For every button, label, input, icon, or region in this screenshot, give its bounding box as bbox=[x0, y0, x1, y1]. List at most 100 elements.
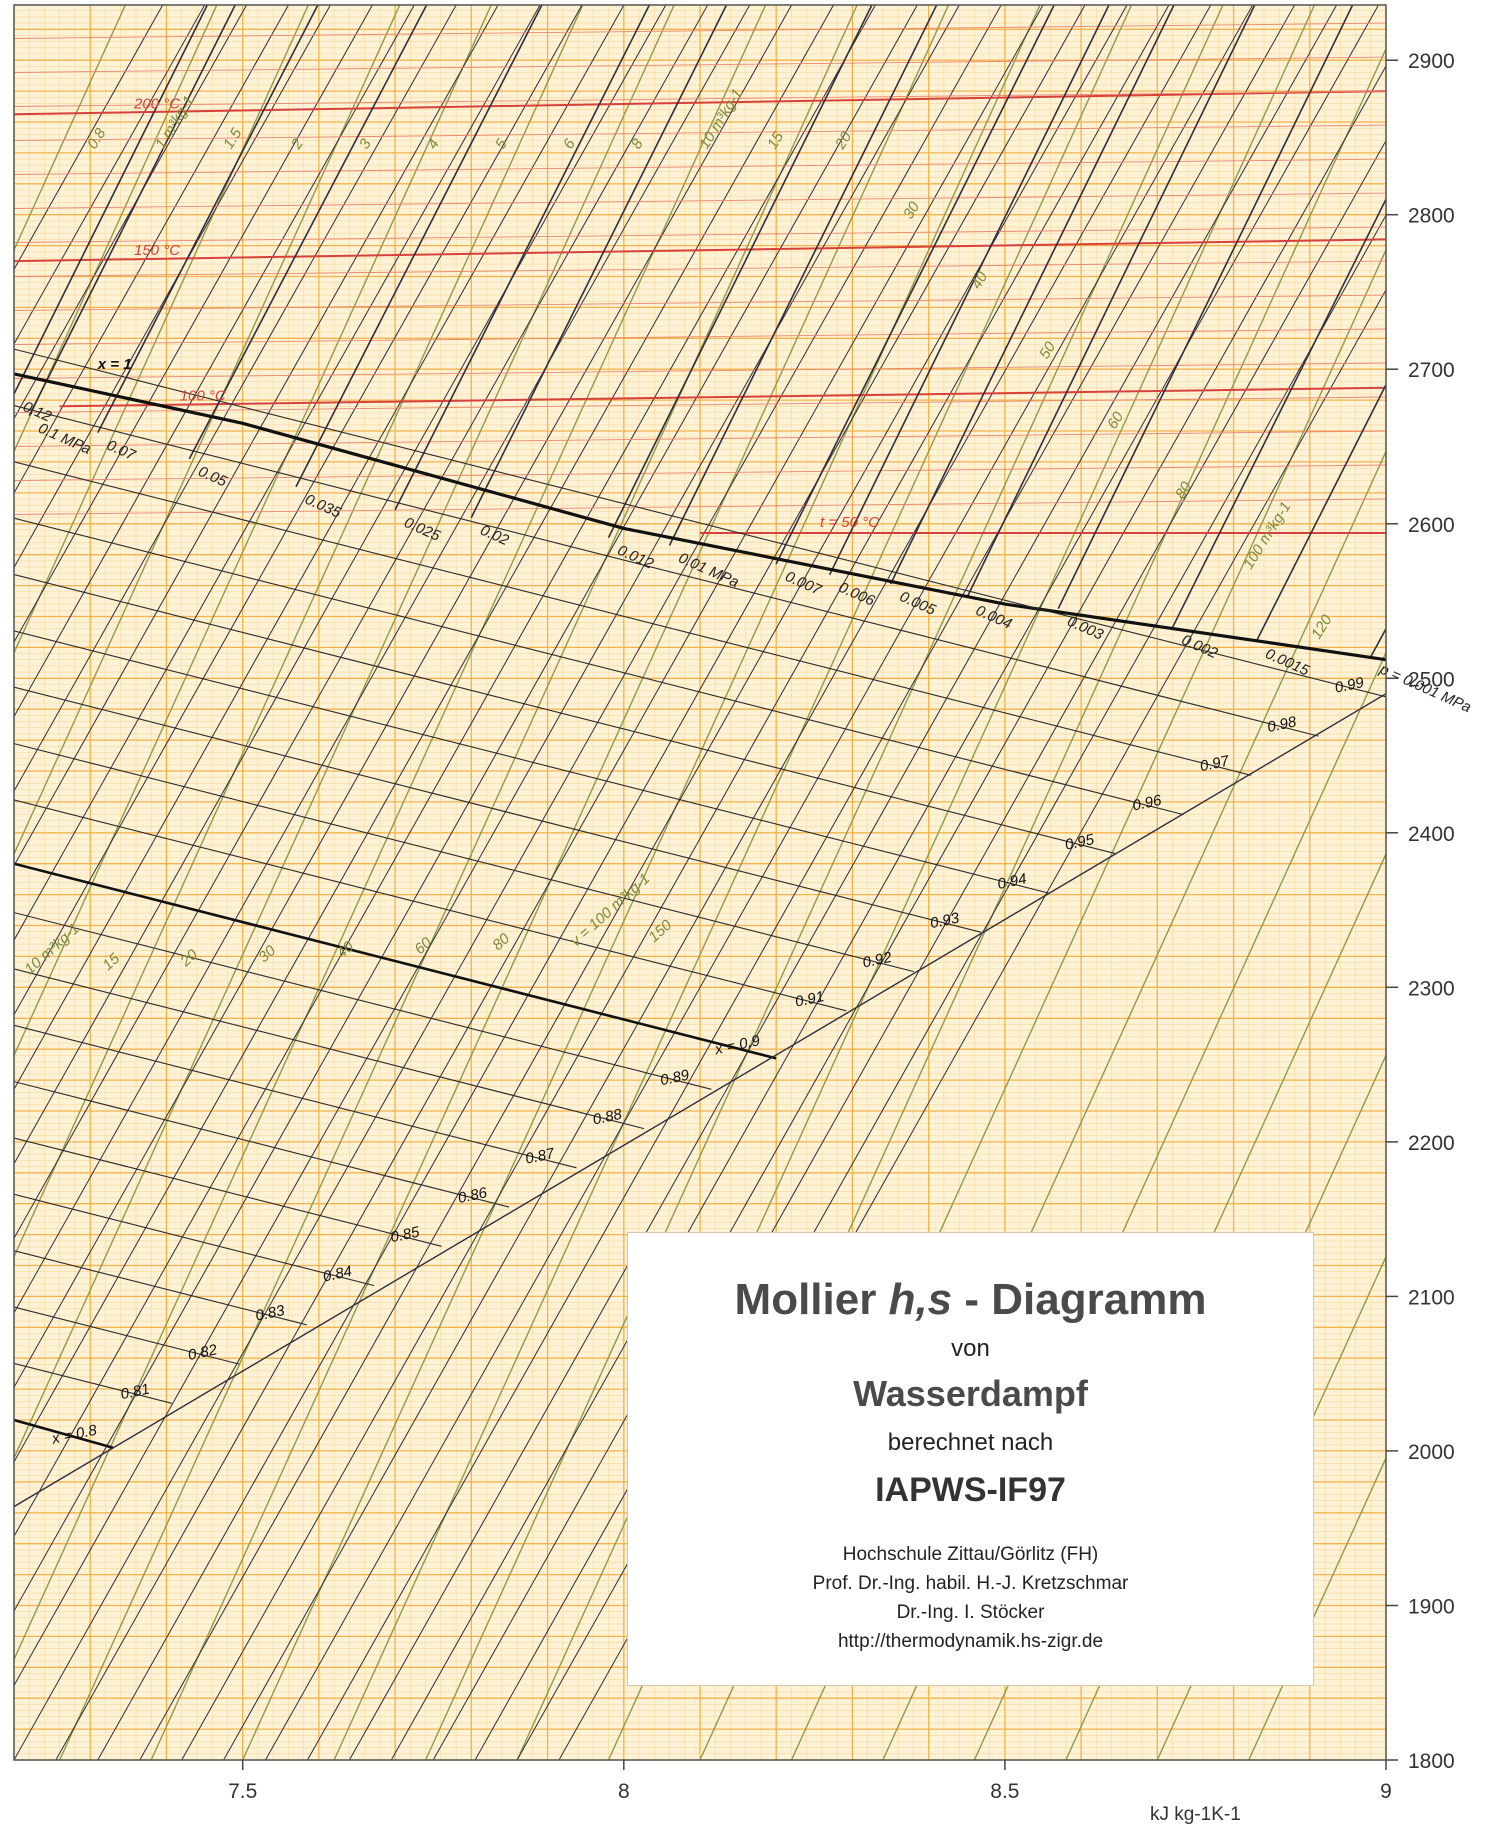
isotherm-thin-line bbox=[14, 192, 1386, 209]
diagram-title: Mollier h,s - Diagramm bbox=[628, 1275, 1313, 1325]
quality-lines bbox=[14, 348, 1386, 1508]
quality-label: 0.96 bbox=[1131, 792, 1164, 815]
isobar-line bbox=[1370, 628, 1386, 658]
isobar-wet-line bbox=[14, 5, 457, 793]
saturation-label: x = 1 bbox=[97, 356, 132, 373]
isobar-wet-line bbox=[181, 5, 1170, 1760]
quality-line bbox=[14, 517, 1184, 816]
isobar-lines bbox=[14, 5, 1386, 658]
y-tick-label: 2000 bbox=[1408, 1441, 1455, 1464]
isobar-wet-line bbox=[14, 5, 876, 1538]
isobar-line bbox=[1255, 384, 1386, 642]
isobar-line bbox=[775, 5, 1056, 565]
quality-line bbox=[14, 348, 1386, 698]
isobar-line bbox=[97, 5, 319, 433]
isobar-wet-line bbox=[14, 5, 709, 1240]
quality-label: 0.99 bbox=[1333, 674, 1366, 697]
credits: Hochschule Zittau/Görlitz (FH) Prof. Dr.… bbox=[628, 1540, 1313, 1656]
isobar-line bbox=[394, 5, 651, 511]
isotherm-label: 200 °C bbox=[133, 95, 180, 112]
y-tick-label: 2500 bbox=[1408, 668, 1455, 691]
isobar-wet-line bbox=[14, 5, 331, 569]
plot-frame bbox=[13, 4, 1387, 1761]
isobar-line bbox=[607, 5, 873, 539]
isotherm-thin-line bbox=[14, 158, 1386, 175]
title-calculated-by: berechnet nach bbox=[887, 1429, 1054, 1456]
quality-line bbox=[14, 968, 645, 1130]
isobar-wet-line bbox=[432, 65, 1386, 1760]
quality-label: 0.85 bbox=[389, 1223, 422, 1246]
isobar-line bbox=[470, 5, 728, 518]
quality-line-bold bbox=[14, 1418, 114, 1450]
isobar-wet-line bbox=[14, 5, 206, 346]
isotherm-thin-line bbox=[14, 90, 1386, 107]
isochore-line bbox=[14, 5, 675, 1460]
isochore-line bbox=[14, 5, 401, 856]
x-tick-label: 8.5 bbox=[990, 1780, 1019, 1803]
isochore-line bbox=[14, 5, 310, 655]
isobar-wet-line bbox=[14, 5, 373, 644]
isobar-line bbox=[28, 5, 237, 416]
isotherm-lines bbox=[14, 0, 1386, 534]
isotherm-thin-line bbox=[14, 294, 1386, 311]
isobar-wet-line bbox=[307, 5, 1296, 1760]
credit-author-2: Dr.-Ing. I. Stöcker bbox=[896, 1602, 1045, 1623]
isotherm-thin-line bbox=[14, 56, 1386, 73]
quality-label: 0.92 bbox=[861, 949, 894, 972]
isotherm-thin-line bbox=[14, 362, 1386, 379]
isobar-wet-line bbox=[97, 5, 1086, 1760]
y-tick-label: 2700 bbox=[1408, 359, 1455, 382]
x-axis-unit-label: kJ kg-1K-1 bbox=[1150, 1804, 1241, 1825]
quality-line bbox=[14, 573, 1117, 855]
credit-institution: Hochschule Zittau/Görlitz (FH) bbox=[842, 1544, 1099, 1565]
quality-line bbox=[14, 1081, 510, 1208]
isochore-line bbox=[333, 5, 1133, 1760]
quality-line bbox=[14, 686, 982, 933]
isotherm-thin-line bbox=[14, 124, 1386, 141]
isobar-wet-line bbox=[14, 5, 499, 867]
quality-label: 0.89 bbox=[659, 1066, 692, 1089]
isotherm-label: 100 °C bbox=[180, 387, 226, 404]
isobar-wet-line bbox=[14, 5, 583, 1016]
x-tick-label: 8 bbox=[618, 1780, 630, 1803]
y-tick-label: 2300 bbox=[1408, 977, 1455, 1000]
isochore-line bbox=[14, 5, 218, 454]
quality-line bbox=[14, 1306, 240, 1365]
isobar-line bbox=[966, 5, 1256, 599]
quality-line bbox=[14, 1137, 442, 1247]
quality-line bbox=[14, 404, 1319, 737]
isotherm-line bbox=[14, 90, 1386, 116]
isochore-line bbox=[1248, 1456, 1386, 1760]
isotherm-line bbox=[14, 238, 1386, 263]
isobar-wet-line bbox=[139, 5, 1128, 1760]
title-part-2: h,s bbox=[888, 1275, 953, 1324]
isobar-line bbox=[295, 5, 543, 488]
title-standard: IAPWS-IF97 bbox=[875, 1471, 1066, 1509]
quality-line bbox=[14, 1024, 577, 1169]
isotherm-thin-line bbox=[14, 226, 1386, 243]
x-tick-label: 9 bbox=[1380, 1780, 1392, 1803]
isotherm-thin-line bbox=[14, 328, 1386, 345]
y-tick-label: 1800 bbox=[1408, 1750, 1455, 1773]
quality-line bbox=[14, 630, 1049, 894]
isotherm-thin-line bbox=[14, 22, 1386, 39]
isobar-line bbox=[889, 5, 1175, 585]
y-tick-label: 2400 bbox=[1408, 823, 1455, 846]
isobar-wet-line bbox=[390, 5, 1380, 1760]
quality-line bbox=[14, 1250, 307, 1326]
isobar-wet-line bbox=[14, 5, 290, 494]
isobar-wet-line bbox=[14, 5, 835, 1463]
isobar-line bbox=[668, 5, 938, 546]
isochore-line bbox=[242, 5, 1041, 1760]
isotherm-label: t = 50 °C bbox=[820, 514, 879, 531]
isotherm-thin-line bbox=[14, 396, 1386, 413]
y-tick-label: 2100 bbox=[1408, 1286, 1455, 1309]
isobar-wet-line bbox=[265, 5, 1254, 1760]
isobar-wet-line bbox=[14, 5, 960, 1687]
isobar-line bbox=[828, 5, 1110, 576]
isotherm-thin-line bbox=[14, 0, 1386, 5]
title-box: Mollier h,s - Diagramm von Wasserdampf b… bbox=[627, 1232, 1314, 1686]
quality-label: 0.93 bbox=[929, 909, 962, 932]
isobar-wet-line bbox=[348, 5, 1338, 1760]
isobar-wet-line bbox=[14, 5, 1002, 1760]
